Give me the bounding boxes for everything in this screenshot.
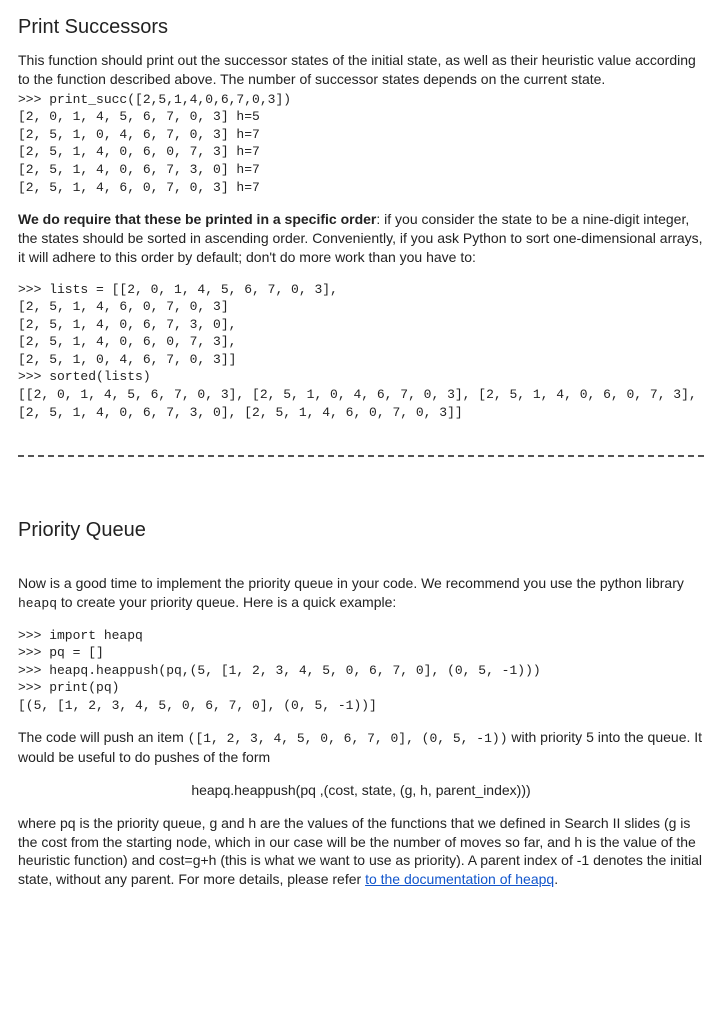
section-title-priority-queue: Priority Queue xyxy=(18,517,704,544)
inline-code-heapq: heapq xyxy=(18,596,57,611)
order-paragraph: We do require that these be printed in a… xyxy=(18,210,704,267)
order-lead-bold: We do require that these be printed in a… xyxy=(18,211,376,227)
push-pre: The code will push an item xyxy=(18,729,188,745)
tail-text: where pq is the priority queue, g and h … xyxy=(18,815,702,888)
heappush-form-line: heapq.heappush(pq ,(cost, state, (g, h, … xyxy=(18,781,704,800)
inline-code-push-item: ([1, 2, 3, 4, 5, 0, 6, 7, 0], (0, 5, -1)… xyxy=(188,731,508,746)
pq-intro-paragraph: Now is a good time to implement the prio… xyxy=(18,574,704,612)
tail-end: . xyxy=(554,871,558,887)
pq-intro-pre: Now is a good time to implement the prio… xyxy=(18,575,684,591)
pq-intro-post: to create your priority queue. Here is a… xyxy=(57,594,396,610)
heapq-doc-link[interactable]: to the documentation of heapq xyxy=(365,871,554,887)
intro-paragraph: This function should print out the succe… xyxy=(18,51,704,89)
code-heapq-example: >>> import heapq >>> pq = [] >>> heapq.h… xyxy=(18,627,704,715)
code-print-succ: >>> print_succ([2,5,1,4,0,6,7,0,3]) [2, … xyxy=(18,91,704,196)
section-divider xyxy=(18,455,704,457)
push-paragraph: The code will push an item ([1, 2, 3, 4,… xyxy=(18,728,704,766)
tail-paragraph: where pq is the priority queue, g and h … xyxy=(18,814,704,890)
section-title-print-successors: Print Successors xyxy=(18,14,704,41)
code-sorted-lists: >>> lists = [[2, 0, 1, 4, 5, 6, 7, 0, 3]… xyxy=(18,281,704,421)
